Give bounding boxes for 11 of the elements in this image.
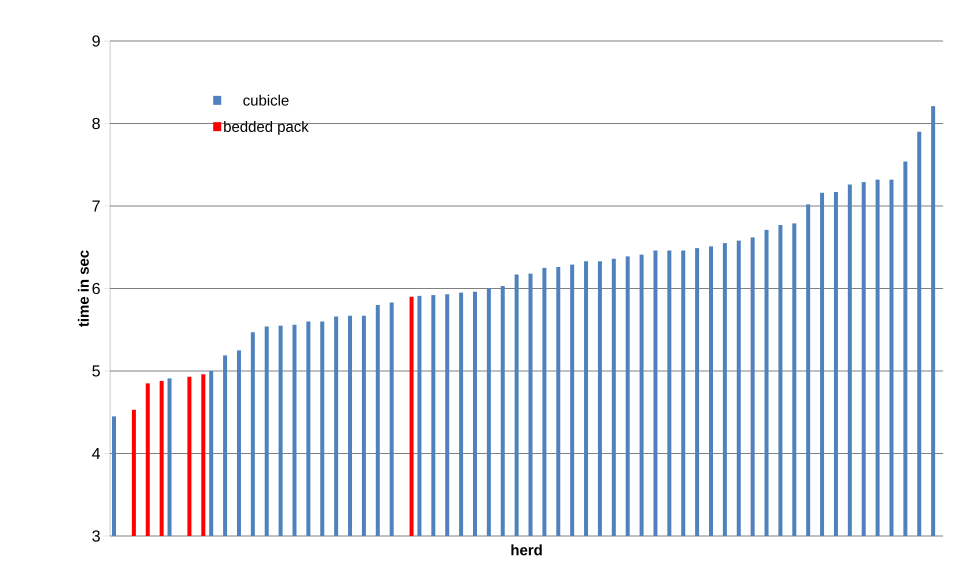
y-tick-label: 7 [92,200,100,212]
y-axis-title: time in sec [78,250,89,327]
x-axis-title: herd [511,544,542,556]
y-tick-label: 3 [92,530,100,542]
y-tick-label: 6 [92,282,100,294]
y-tick-label: 9 [92,35,100,47]
y-tick-label: 5 [92,365,100,377]
legend-label: cubicle [243,94,289,106]
legend-label: bedded pack [224,121,309,135]
y-tick-label: 4 [92,448,100,459]
y-tick-label: 8 [92,118,100,130]
